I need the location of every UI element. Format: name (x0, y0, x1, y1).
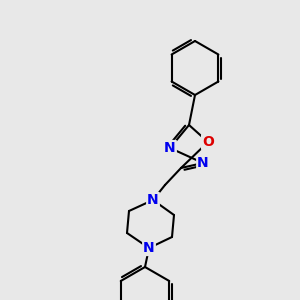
Text: N: N (197, 156, 209, 170)
Text: N: N (164, 141, 176, 155)
Text: N: N (143, 241, 155, 255)
Text: N: N (147, 193, 159, 207)
Text: O: O (202, 135, 214, 149)
